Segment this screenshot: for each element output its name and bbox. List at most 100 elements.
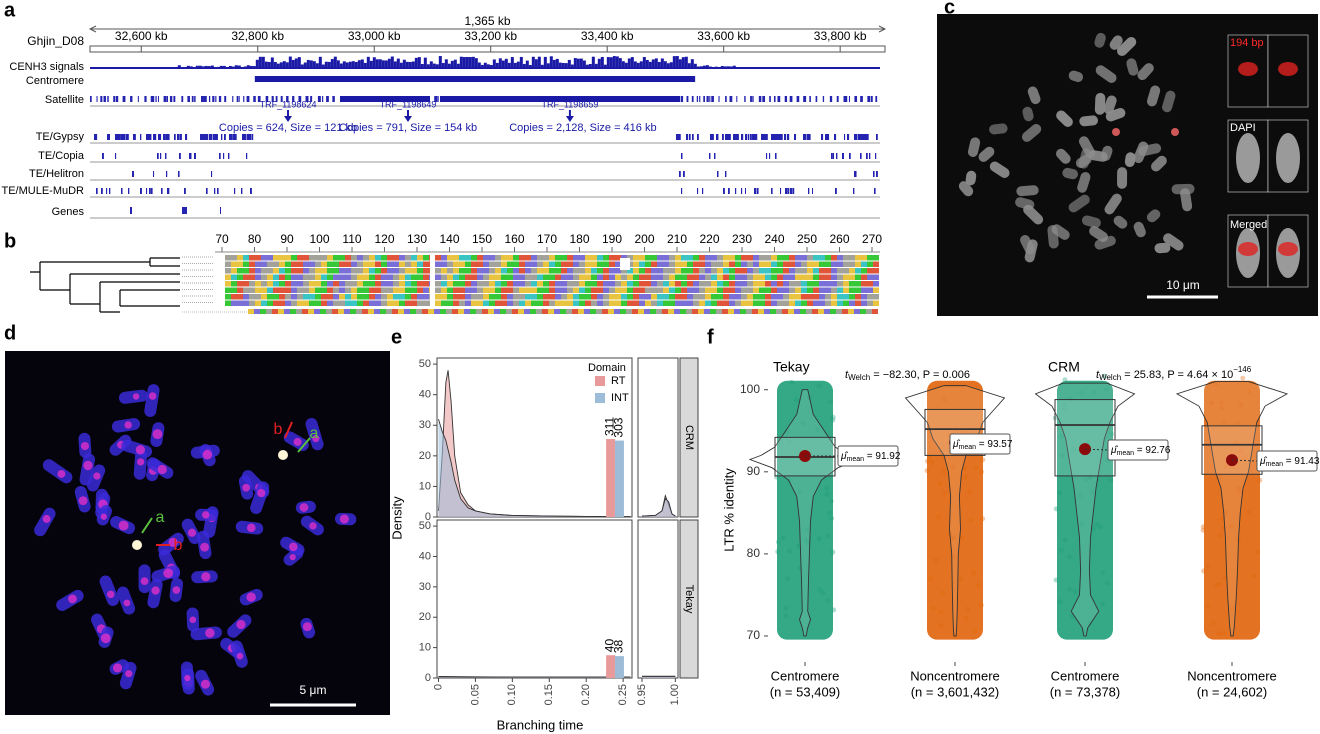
aln-cell [537, 261, 543, 267]
aln-cell [315, 268, 321, 274]
te-feature [121, 134, 125, 140]
aln-cell [789, 274, 795, 280]
group-n: (n = 73,378) [1050, 684, 1120, 699]
track-label: TE/Copia [38, 150, 85, 162]
aln-cell [375, 261, 381, 267]
aln-cell [603, 300, 609, 306]
aln-cell [369, 294, 375, 300]
aln-cell [477, 281, 483, 287]
aln-cell [741, 294, 747, 300]
cenh3-bar [396, 58, 400, 68]
colocalized-signal [132, 540, 142, 550]
chromosome [1116, 36, 1137, 56]
satellite-feature [680, 96, 684, 102]
aln-cell [399, 287, 405, 293]
consensus-cell [362, 309, 368, 314]
x-tick-label: 1.00 [669, 684, 681, 705]
te-feature [679, 171, 681, 177]
satellite-feature [232, 96, 234, 102]
aln-cell [777, 255, 783, 261]
aln-cell [459, 281, 465, 287]
cenh3-bar [438, 56, 442, 68]
aln-cell [387, 255, 393, 261]
aln-cell [645, 268, 651, 274]
satellite-note: Copies = 624, Size = 121 kb [219, 122, 357, 134]
chromosome [1089, 226, 1109, 242]
centromere-signal [312, 434, 320, 443]
point-jitter [1205, 603, 1211, 609]
cenh3-bar [555, 58, 559, 68]
centromere-signal [205, 628, 215, 638]
consensus-cell [332, 309, 338, 314]
aln-cell [375, 268, 381, 274]
inset-signal [1238, 242, 1258, 256]
aln-cell [729, 274, 735, 280]
point-cloud [777, 380, 833, 640]
point-jitter [1057, 598, 1063, 604]
cenh3-bar [282, 61, 286, 68]
aln-cell [531, 268, 537, 274]
te-feature [102, 153, 104, 159]
chromosome [1151, 155, 1167, 172]
aln-cell [567, 255, 573, 261]
satellite-feature [122, 96, 126, 102]
aln-cell [501, 281, 507, 287]
facet-panel [436, 519, 633, 679]
aln-cell [225, 274, 231, 280]
aln-cell [315, 274, 321, 280]
aln-cell [747, 281, 753, 287]
mean-value: = 91.92 [864, 451, 901, 462]
aln-cell [453, 281, 459, 287]
aln-cell [813, 287, 819, 293]
aln-cell [813, 268, 819, 274]
consensus-cell [482, 309, 488, 314]
cenh3-bar [726, 66, 730, 68]
aln-cell [771, 281, 777, 287]
aln-cell [375, 274, 381, 280]
aln-cell [423, 268, 429, 274]
aln-cell [861, 268, 867, 274]
centromere-signal [202, 449, 213, 460]
te-feature [848, 134, 850, 140]
satellite-feature [706, 96, 709, 102]
aln-cell [603, 287, 609, 293]
aln-cell [357, 255, 363, 261]
scale-label: 10 μm [1166, 278, 1200, 292]
centromere-signal [100, 513, 107, 520]
consensus-cell [536, 309, 542, 314]
te-feature [124, 134, 126, 140]
aln-cell [621, 300, 627, 306]
aln-cell [303, 300, 309, 306]
cenh3-bar [699, 66, 703, 68]
point-jitter [950, 464, 956, 470]
point-jitter [775, 539, 781, 545]
aln-cell [639, 294, 645, 300]
aln-cell [711, 268, 717, 274]
consensus-cell [746, 309, 752, 314]
te-feature [787, 134, 790, 140]
aln-cell [711, 300, 717, 306]
aln-cell [597, 294, 603, 300]
aln-cell [693, 287, 699, 293]
aln-cell [801, 300, 807, 306]
arrow-label: a [156, 509, 165, 526]
aln-cell [663, 281, 669, 287]
y-tick-label: 50 [419, 520, 431, 532]
consensus-cell [350, 309, 356, 314]
centromere-signal [118, 520, 129, 531]
te-feature [163, 134, 166, 140]
aln-cell [291, 294, 297, 300]
point-jitter [1062, 537, 1068, 543]
point-jitter [1217, 533, 1223, 539]
te-feature [722, 134, 724, 140]
aln-cell [753, 268, 759, 274]
aln-cell [561, 281, 567, 287]
point-jitter [951, 554, 957, 560]
aln-cell [597, 281, 603, 287]
aln-cell [309, 294, 315, 300]
aln-cell [501, 255, 507, 261]
consensus-cell [488, 309, 494, 314]
aln-cell [633, 300, 639, 306]
aln-cell [345, 274, 351, 280]
aln-cell [711, 294, 717, 300]
